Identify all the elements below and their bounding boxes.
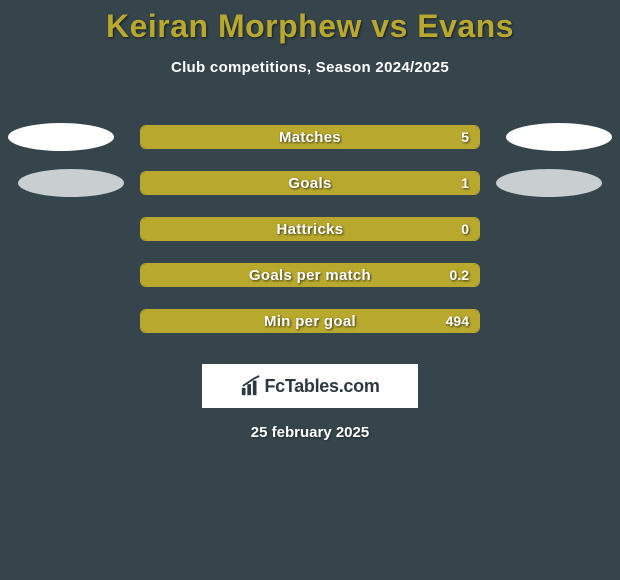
stat-rows: Matches 5 Goals 1 Hattricks 0	[0, 114, 620, 344]
stat-value: 1	[461, 172, 469, 194]
bars-icon	[240, 375, 262, 397]
stat-label: Goals	[141, 172, 479, 194]
stat-value: 0.2	[450, 264, 469, 286]
player-right-marker	[506, 123, 612, 151]
stat-row: Hattricks 0	[0, 206, 620, 252]
stat-bar: Hattricks 0	[140, 217, 480, 241]
stat-row: Goals per match 0.2	[0, 252, 620, 298]
logo: FcTables.com	[240, 375, 379, 397]
logo-box: FcTables.com	[202, 364, 418, 408]
page-subtitle: Club competitions, Season 2024/2025	[0, 59, 620, 76]
stat-bar: Min per goal 494	[140, 309, 480, 333]
stat-bar: Goals 1	[140, 171, 480, 195]
stat-value: 5	[461, 126, 469, 148]
date-label: 25 february 2025	[0, 424, 620, 441]
stat-value: 494	[446, 310, 469, 332]
page-title: Keiran Morphew vs Evans	[0, 0, 620, 45]
player-left-marker	[8, 123, 114, 151]
stat-row: Min per goal 494	[0, 298, 620, 344]
stat-label: Matches	[141, 126, 479, 148]
stat-label: Min per goal	[141, 310, 479, 332]
stat-bar: Goals per match 0.2	[140, 263, 480, 287]
stat-value: 0	[461, 218, 469, 240]
stat-label: Goals per match	[141, 264, 479, 286]
stat-row: Goals 1	[0, 160, 620, 206]
player-left-marker	[18, 169, 124, 197]
stat-bar: Matches 5	[140, 125, 480, 149]
stat-label: Hattricks	[141, 218, 479, 240]
stat-row: Matches 5	[0, 114, 620, 160]
comparison-chart: Keiran Morphew vs Evans Club competition…	[0, 0, 620, 580]
logo-text: FcTables.com	[264, 376, 379, 397]
player-right-marker	[496, 169, 602, 197]
